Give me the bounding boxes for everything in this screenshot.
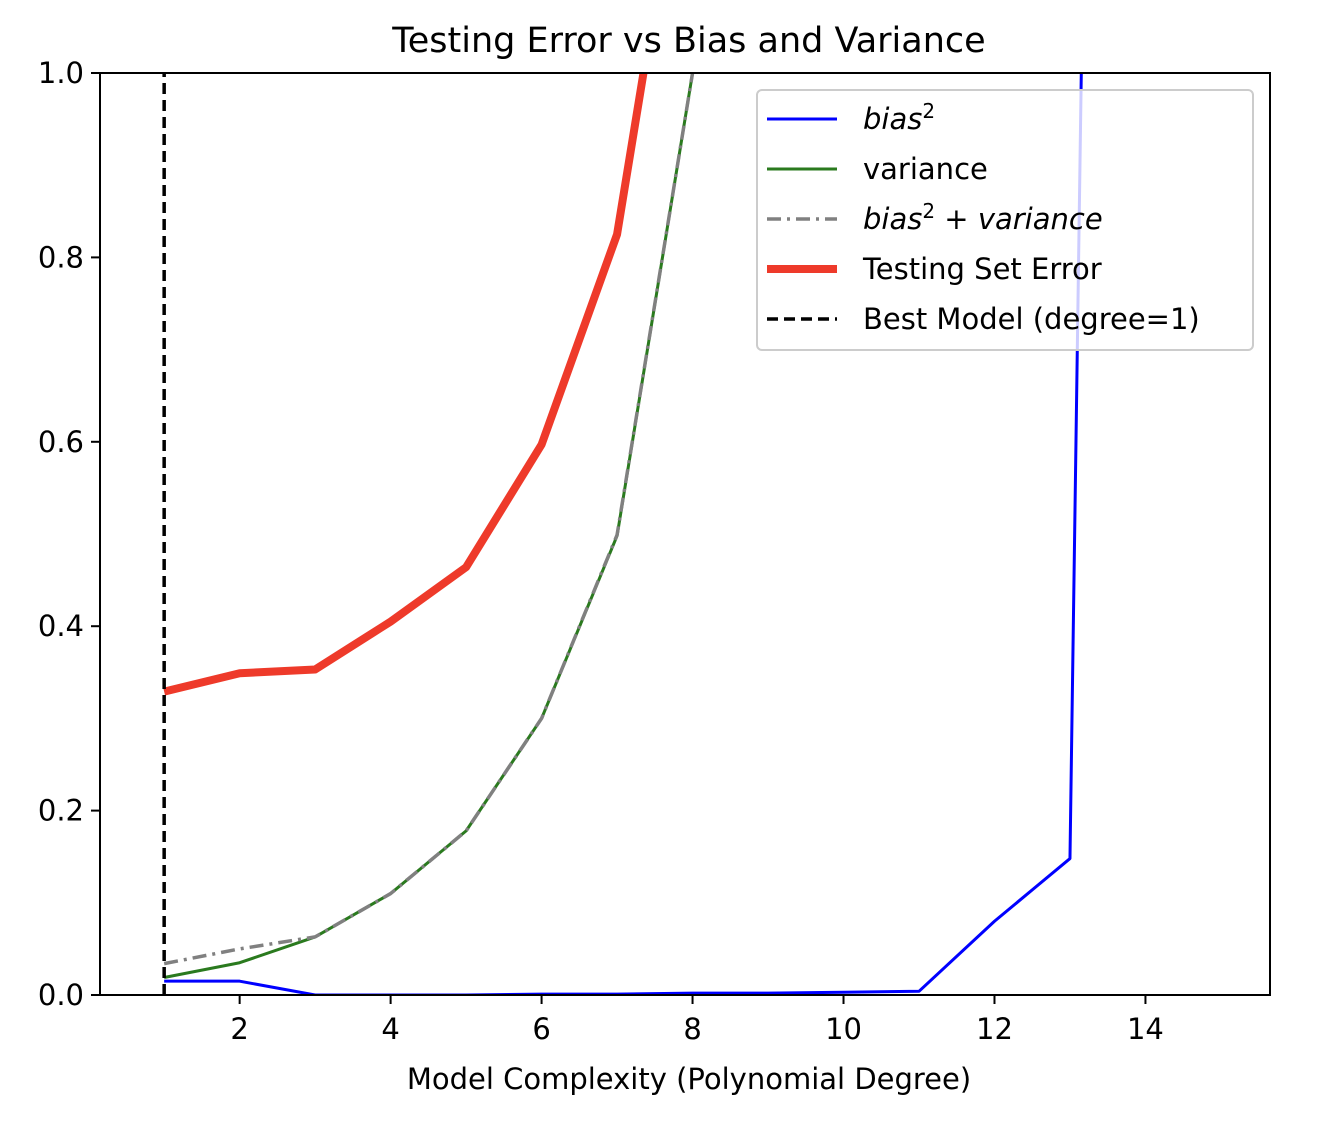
legend-label-best-model: Best Model (degree=1) <box>863 302 1200 336</box>
series-line-bias2-variance <box>163 73 695 966</box>
x-tick-label: 8 <box>683 1012 701 1046</box>
series-line-testing-error <box>163 73 648 696</box>
y-tick-label: 0.8 <box>38 240 84 274</box>
y-tick-label: 0.6 <box>38 425 84 459</box>
y-tick-label: 0.4 <box>38 609 84 643</box>
x-axis-label: Model Complexity (Polynomial Degree) <box>407 1062 971 1096</box>
x-tick-label: 10 <box>825 1012 862 1046</box>
series-line-bias2 <box>164 73 1083 995</box>
x-tick-label: 2 <box>230 1012 248 1046</box>
y-tick-label: 0.0 <box>38 978 84 1012</box>
x-tick-label: 12 <box>976 1012 1013 1046</box>
legend-label-bias2: bias2 <box>863 99 935 136</box>
legend-label-variance: variance <box>863 152 988 186</box>
legend-label-testing-error: Testing Set Error <box>862 252 1102 286</box>
chart-title: Testing Error vs Bias and Variance <box>391 21 985 61</box>
legend: bias2 variance bias2 + variance Testing Set… <box>756 89 1254 351</box>
plot-area <box>99 72 1271 996</box>
series-layer <box>162 73 1083 995</box>
y-axis: 0.0 0.2 0.4 0.6 0.8 1.0 <box>38 56 100 1012</box>
legend-label-bias2-variance: bias2 + variance <box>863 199 1103 236</box>
x-tick-label: 4 <box>381 1012 399 1046</box>
y-tick-label: 0.2 <box>38 794 84 828</box>
series-line-variance <box>163 73 695 979</box>
x-tick-label: 14 <box>1127 1012 1164 1046</box>
legend-box <box>756 89 1254 351</box>
y-tick-label: 1.0 <box>38 56 84 90</box>
x-tick-label: 6 <box>532 1012 550 1046</box>
x-axis: 2 4 6 8 10 12 14 <box>230 995 1164 1046</box>
